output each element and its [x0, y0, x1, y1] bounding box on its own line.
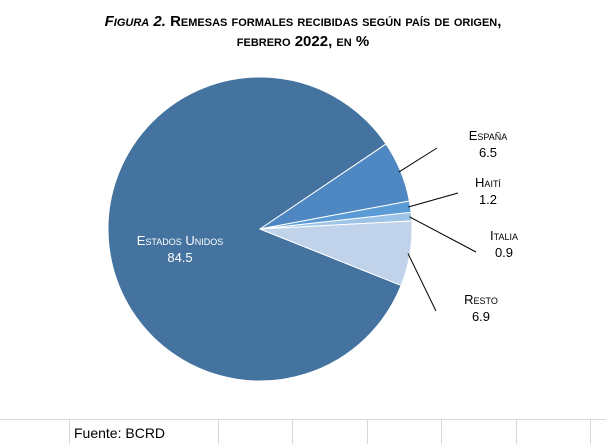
leader-line — [398, 147, 438, 173]
grid-line — [0, 419, 606, 420]
leader-line — [409, 216, 477, 253]
slice-value: 6.5 — [479, 145, 497, 160]
grid-line — [367, 419, 368, 444]
slice-label: Haití — [475, 175, 501, 190]
grid-line — [590, 419, 591, 444]
leader-line — [407, 253, 437, 312]
grid-line — [516, 419, 517, 444]
slice-value: 1.2 — [479, 192, 497, 207]
slice-label: Estados Unidos — [137, 233, 224, 248]
grid-line — [441, 419, 442, 444]
slice-value: 0.9 — [495, 245, 513, 260]
chart-title-line2: febrero 2022, en % — [236, 33, 370, 50]
grid-line — [218, 419, 219, 444]
pie-slice-resto — [259, 220, 413, 287]
grid-line — [292, 419, 293, 444]
pie-chart: Estados Unidos 84.5 España 6.5 Haití 1.2 Itali… — [107, 76, 518, 382]
grid-line — [69, 419, 70, 444]
leader-line — [408, 192, 459, 208]
slice-label: España — [469, 128, 508, 143]
chart-title-line1: Figura 2. Remesas formales recibidas seg… — [0, 12, 606, 32]
slice-label: Italia — [490, 228, 518, 243]
figure-number: Figura 2. — [104, 13, 166, 30]
title-text: Remesas formales recibidas según país de… — [170, 13, 502, 30]
pie-slice-estados-unidos — [107, 76, 402, 382]
source-note: Fuente: BCRD — [74, 425, 166, 441]
slice-label: Resto — [464, 292, 498, 307]
slice-value: 84.5 — [167, 250, 192, 265]
slice-value: 6.9 — [472, 309, 490, 324]
